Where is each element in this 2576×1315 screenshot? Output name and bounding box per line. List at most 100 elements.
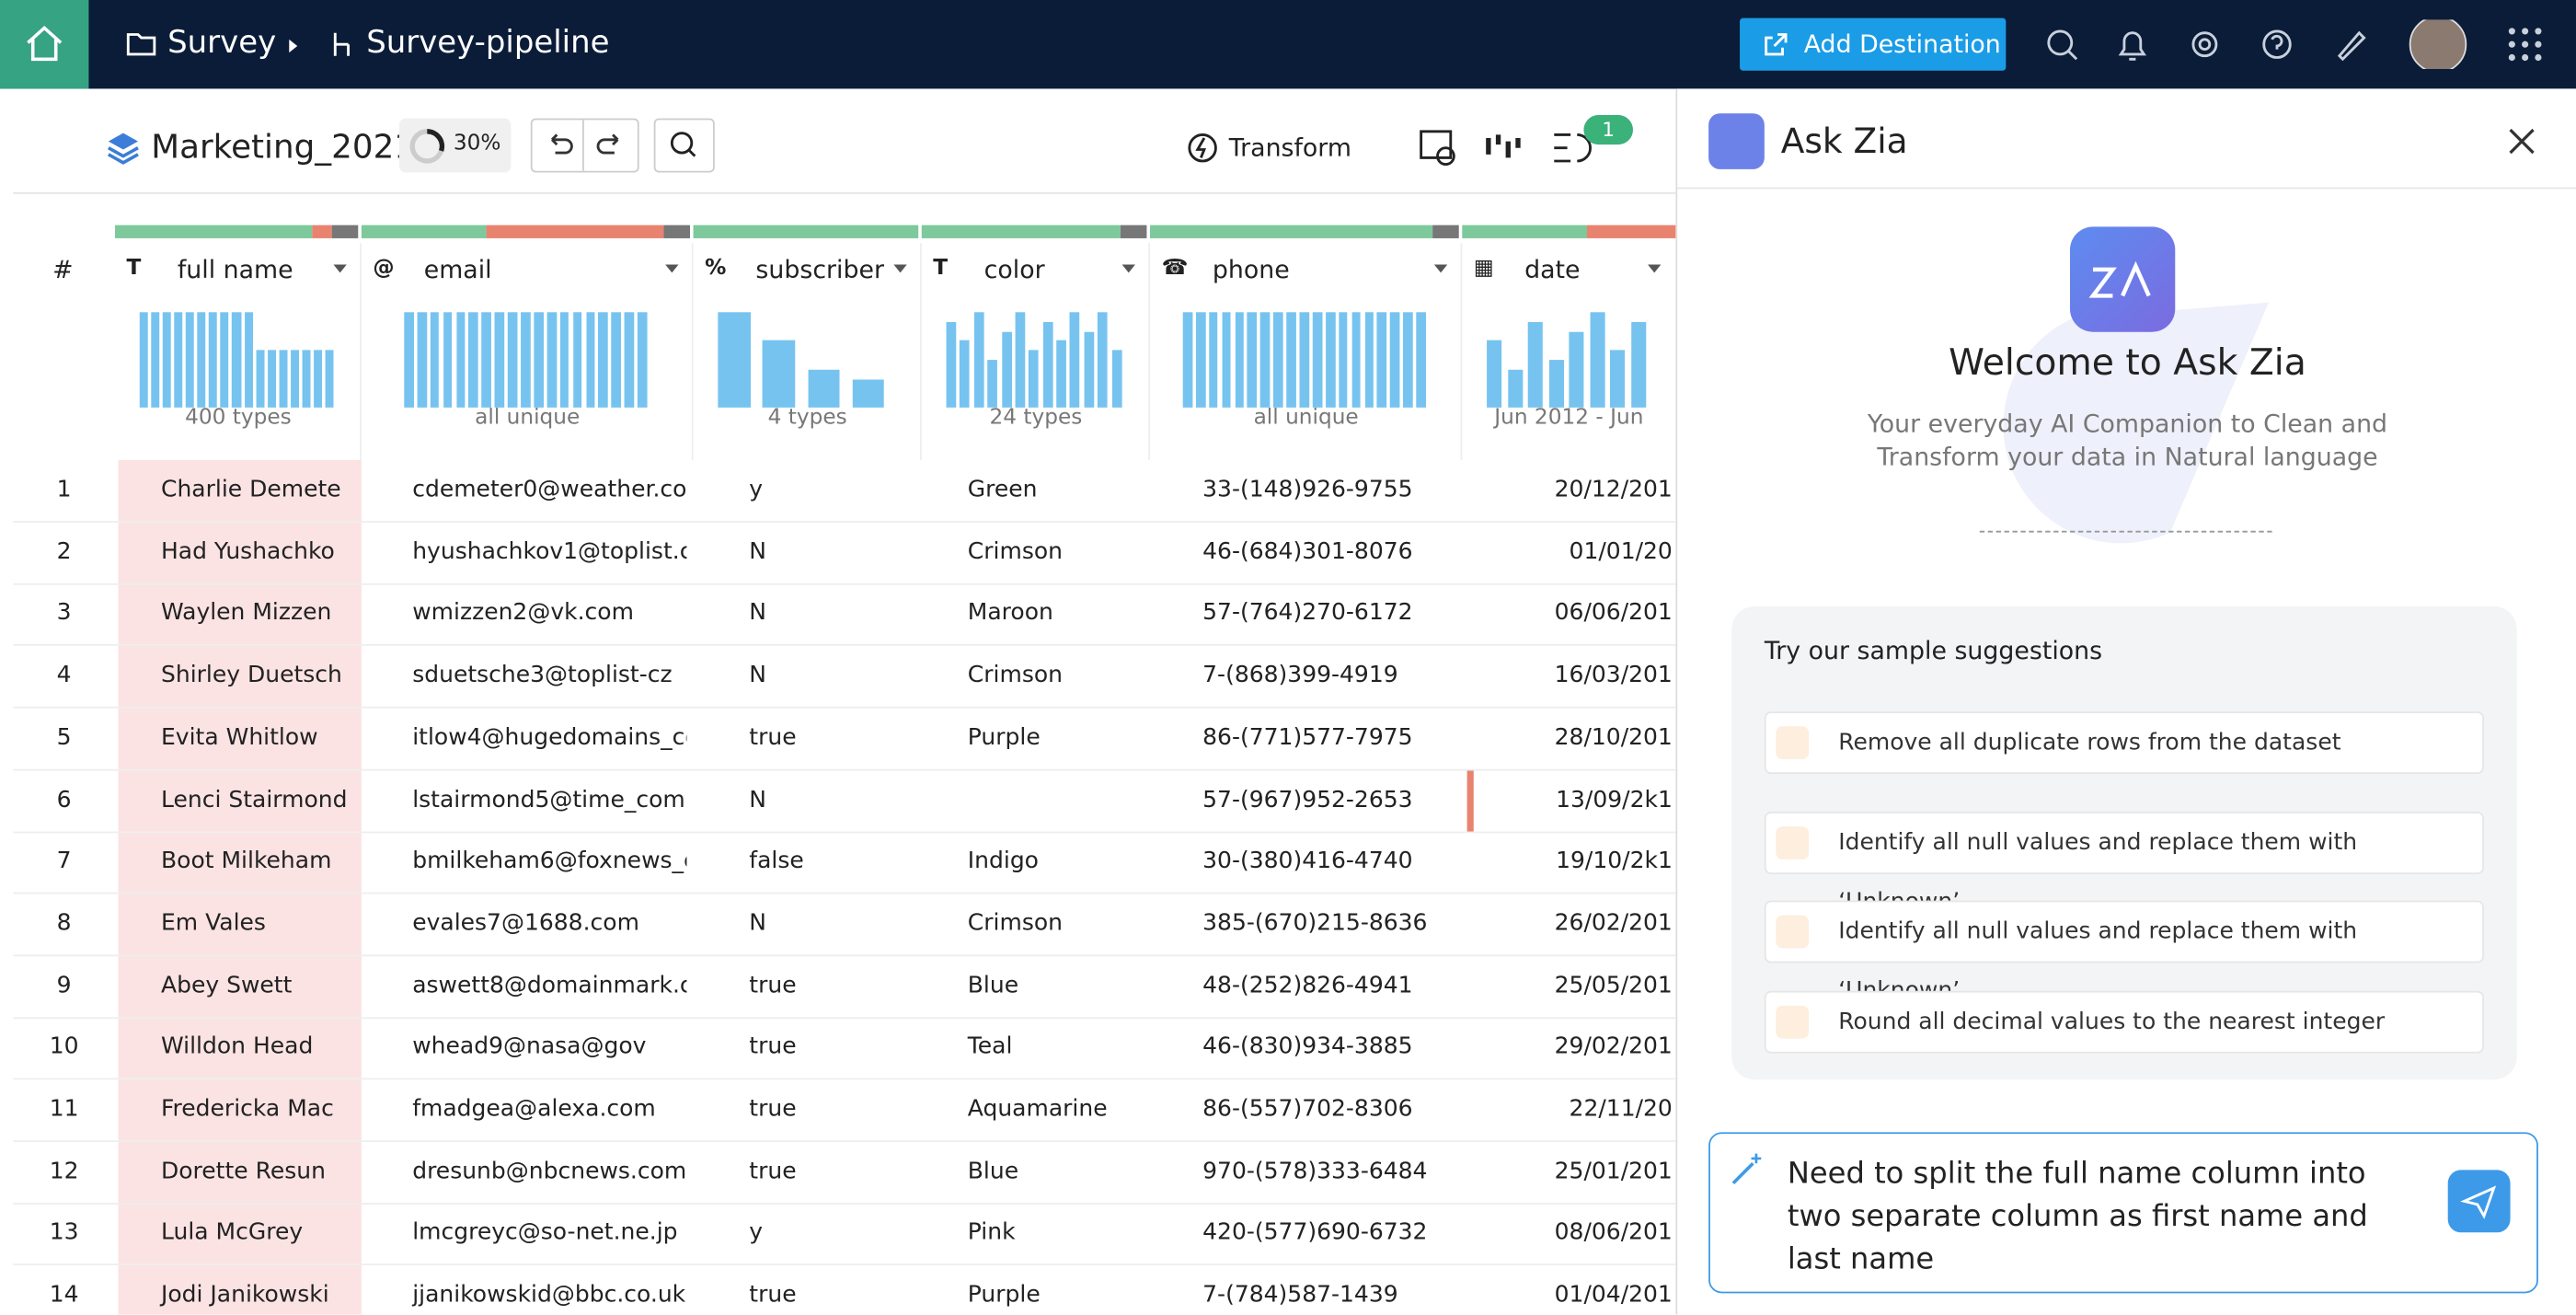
histogram-bar [481,312,491,408]
column-type-icon: ☎ [1161,256,1189,282]
column-highlight [118,459,362,1315]
undo-redo-icons [550,120,619,171]
suggestion[interactable]: Identify all null values and replace the… [1764,812,2484,916]
home-button[interactable] [0,0,89,89]
cell: Crimson [967,910,1063,937]
cell: bmilkeham6@foxnews_co [412,848,687,875]
histogram-bar [559,312,569,408]
send-button[interactable] [2447,1170,2511,1233]
error-marker [1466,770,1474,832]
column-menu [893,264,907,273]
breadcrumb[interactable]: Survey [167,24,277,62]
close-button[interactable] [2505,125,2538,158]
column-header[interactable]: subscriber [755,254,885,284]
welcome-subtitle: Your everyday AI Companion to Clean and … [1867,409,2388,472]
histogram-bar [1325,312,1335,408]
cell: Maroon [967,600,1053,628]
row-divider [13,1078,1676,1080]
cell: 385-(670)215-8636 [1202,910,1428,937]
histogram-bar [1286,312,1296,408]
column-header[interactable]: date [1524,254,1581,284]
histogram-bar [611,312,621,408]
top-icons [2047,19,2542,69]
cell: Em Vales [160,910,266,937]
quality-invalid [312,225,332,238]
prompt-input[interactable]: Need to split the full name column into … [1708,1132,2538,1294]
cell: 420-(577)690-6732 [1202,1219,1428,1247]
cell: Purple [967,724,1041,751]
divider [13,191,1676,194]
cell: Had Yushachko [160,538,335,565]
histogram-bar [973,312,984,408]
cell: Teal [967,1033,1013,1061]
histogram-bar [546,312,557,408]
progress-ring [409,129,445,164]
histogram-bar [1260,312,1271,408]
cell: Crimson [967,662,1063,689]
histogram-bar [162,312,172,408]
histogram-bar [468,312,478,408]
histogram-bar [186,312,195,408]
bulb-icon [1776,1005,1810,1039]
zia-glyph [2088,260,2151,298]
row-number: 7 [56,848,72,875]
column-header[interactable]: color [983,254,1045,284]
column-type-icon: T [933,256,949,282]
row-number: 14 [49,1282,79,1309]
histogram-bar [1070,312,1081,408]
column-menu [1121,264,1135,273]
column-header[interactable]: full name [177,254,293,284]
histogram-bar [1487,340,1502,408]
column-type-icon: T [126,256,142,282]
cell: Abey Swett [160,972,293,998]
add-destination-button[interactable]: Add Destination [1740,17,2007,71]
histogram-bar [1084,331,1095,408]
suggestion[interactable]: Round all decimal values to the nearest … [1764,990,2484,1054]
zia-logo [1708,113,1765,169]
row-number: 5 [56,724,72,751]
cell: 19/10/2k1 [1556,848,1673,875]
cell: 25/05/201 [1554,972,1673,998]
histogram-bar [494,312,505,408]
transform-button[interactable]: Transform [1228,133,1351,163]
search-button[interactable] [653,118,715,173]
suggestion[interactable]: Identify all null values and replace the… [1764,900,2484,1004]
cell: y [749,1219,764,1247]
cell: sduetsche3@toplist-cz [412,662,673,689]
breadcrumb[interactable]: Survey-pipeline [366,24,610,62]
histogram-bar [1208,312,1219,408]
zia-icon [2069,226,2176,332]
cell: 25/01/201 [1554,1158,1673,1184]
histogram-bar [244,312,253,408]
column-menu [1648,264,1662,273]
row-divider [13,1140,1676,1143]
histogram-bar [521,312,531,408]
row-divider [13,644,1676,647]
cell: whead9@nasa@gov [412,1033,647,1061]
cell: evales7@1688.com [412,910,639,937]
histogram [1182,312,1430,408]
histogram-bar [417,312,427,408]
row-divider [13,830,1676,833]
cell: 20/12/201 [1554,476,1673,503]
column-type-icon: ▦ [1473,256,1494,282]
column-header[interactable]: phone [1212,254,1290,284]
cell: lstairmond5@time_com [412,786,685,813]
histogram-bar [1299,312,1309,408]
column-type-icon: @ [373,256,395,282]
histogram-bar [1630,321,1646,408]
cell: Fredericka Mac [160,1096,334,1123]
histogram-bar [718,312,751,408]
histogram-bar [1351,312,1362,408]
histogram-bar [946,321,957,408]
quality-missing [1432,225,1459,238]
histogram-bar [1548,360,1564,408]
histogram-bar [209,312,218,408]
column-header[interactable]: email [423,254,492,284]
cell: Dorette Resun [160,1158,326,1184]
cell: Lula McGrey [160,1219,304,1247]
progress-chip[interactable]: 30% [398,118,512,173]
suggestion[interactable]: Remove all duplicate rows from the datas… [1764,711,2484,775]
undo-redo[interactable] [530,118,639,173]
cell: Green [967,476,1038,503]
